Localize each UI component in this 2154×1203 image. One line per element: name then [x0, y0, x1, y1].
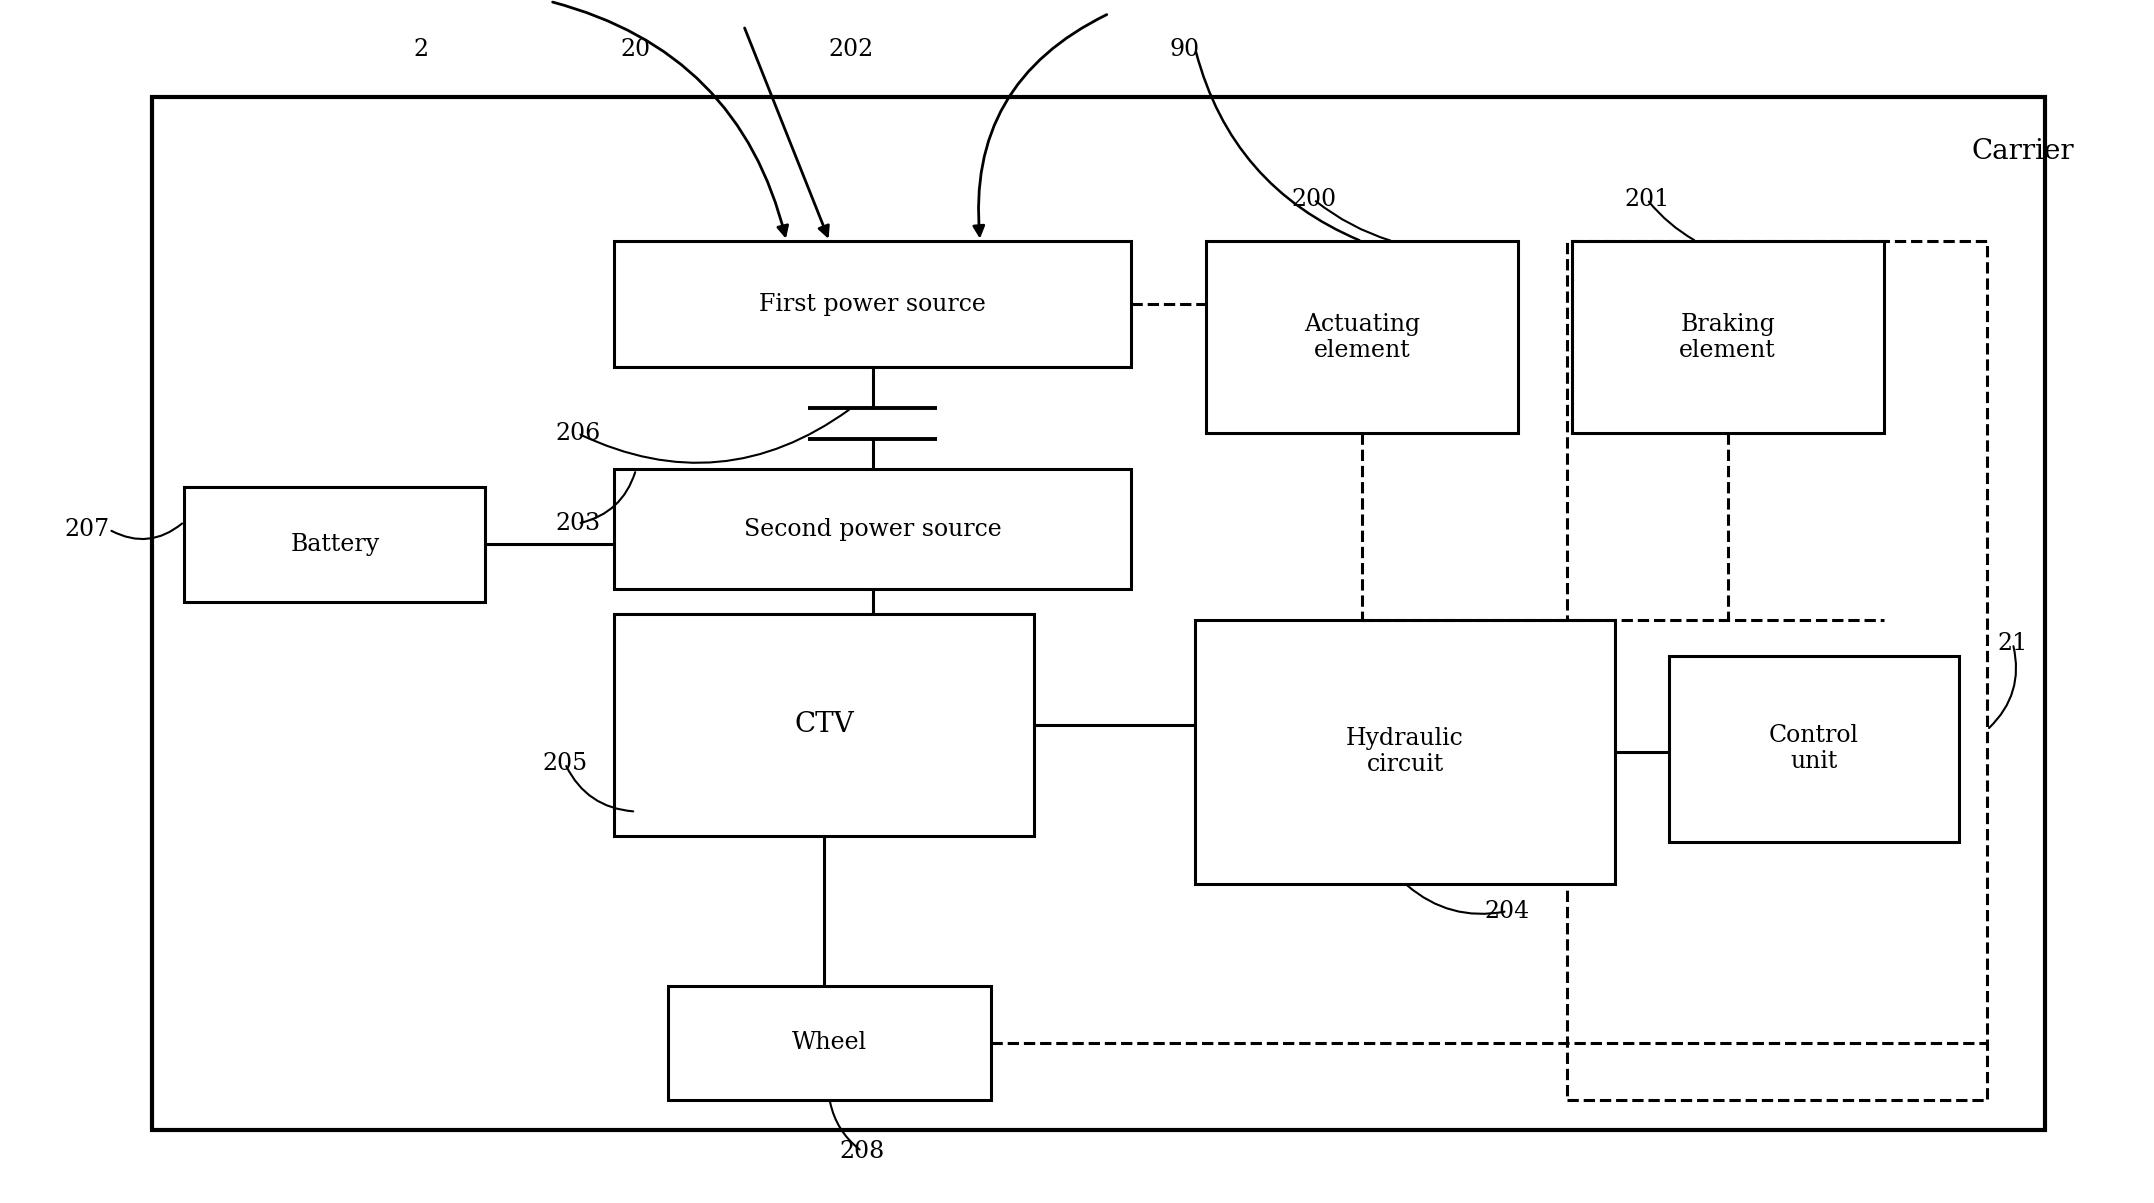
FancyBboxPatch shape — [1572, 242, 1885, 433]
FancyBboxPatch shape — [153, 97, 2044, 1130]
Text: 21: 21 — [1997, 632, 2027, 654]
Text: 203: 203 — [556, 512, 601, 535]
Text: Second power source: Second power source — [743, 518, 1002, 541]
Text: 204: 204 — [1484, 900, 1529, 923]
Text: First power source: First power source — [758, 294, 987, 316]
Text: 206: 206 — [556, 422, 601, 445]
Text: 2: 2 — [414, 38, 429, 61]
Text: Wheel: Wheel — [793, 1031, 868, 1054]
FancyBboxPatch shape — [614, 469, 1131, 589]
Text: 200: 200 — [1290, 188, 1335, 211]
Text: Battery: Battery — [291, 533, 379, 556]
Text: Braking
element: Braking element — [1680, 313, 1777, 362]
Text: 201: 201 — [1624, 188, 1669, 211]
Text: 205: 205 — [543, 752, 588, 775]
Text: 90: 90 — [1170, 38, 1200, 61]
Text: Control
unit: Control unit — [1768, 724, 1859, 774]
FancyBboxPatch shape — [614, 242, 1131, 367]
FancyBboxPatch shape — [1195, 620, 1616, 883]
FancyBboxPatch shape — [1669, 656, 1958, 842]
Text: Hydraulic
circuit: Hydraulic circuit — [1346, 727, 1465, 776]
FancyBboxPatch shape — [614, 614, 1034, 836]
Text: 20: 20 — [620, 38, 651, 61]
Text: Actuating
element: Actuating element — [1303, 313, 1419, 362]
FancyBboxPatch shape — [668, 985, 991, 1100]
Text: CTV: CTV — [795, 711, 855, 737]
Text: 208: 208 — [840, 1139, 885, 1163]
Text: Carrier: Carrier — [1971, 138, 2074, 165]
FancyBboxPatch shape — [185, 487, 485, 602]
FancyBboxPatch shape — [1206, 242, 1519, 433]
Text: 202: 202 — [829, 38, 875, 61]
Text: 207: 207 — [65, 518, 110, 541]
